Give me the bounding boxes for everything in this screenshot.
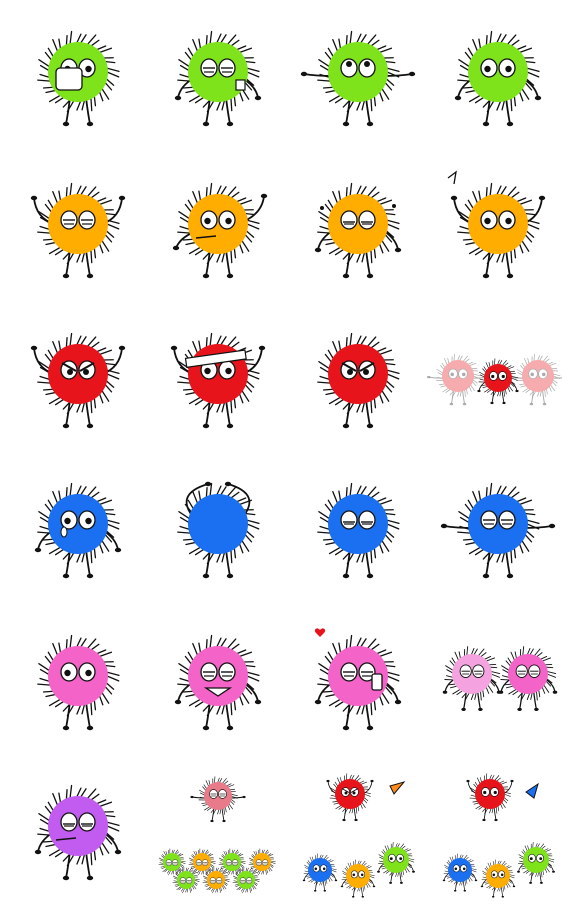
red-germ-group-fading-sticker[interactable]	[430, 306, 562, 456]
germ-character-icon	[290, 156, 430, 306]
germ-character-icon	[290, 306, 430, 456]
germ-character-icon	[430, 456, 562, 606]
germ-character-icon	[430, 4, 562, 154]
germ-team-cheering-sticker[interactable]	[430, 758, 562, 908]
germ-character-icon	[290, 4, 430, 154]
germ-character-icon	[430, 758, 562, 908]
purple-germ-coughing-sticker[interactable]	[10, 758, 150, 908]
green-germ-surprised-sticker[interactable]	[430, 4, 562, 154]
pink-germ-grumpy-sticker[interactable]	[150, 608, 290, 758]
germ-character-icon	[150, 156, 290, 306]
orange-germ-sweating-sticker[interactable]	[290, 156, 430, 306]
germ-character-icon	[150, 306, 290, 456]
pink-germ-pair-blushing-sticker[interactable]	[430, 608, 562, 758]
germ-character-icon	[430, 156, 562, 306]
germ-character-icon	[290, 758, 430, 908]
germ-character-icon	[150, 4, 290, 154]
germ-character-icon	[10, 456, 150, 606]
germ-character-icon	[150, 758, 290, 908]
germ-character-icon	[10, 156, 150, 306]
red-germ-angry-flexing-sticker[interactable]	[10, 306, 150, 456]
red-germ-with-headband-sticker[interactable]	[150, 306, 290, 456]
germ-character-icon	[10, 4, 150, 154]
germ-character-icon	[150, 456, 290, 606]
germ-character-icon	[290, 456, 430, 606]
orange-germ-arms-raised-sticker[interactable]	[10, 156, 150, 306]
blue-germ-back-turned-sticker[interactable]	[150, 456, 290, 606]
germ-party-crowd-sticker[interactable]	[150, 758, 290, 908]
green-germ-looking-up-sticker[interactable]	[290, 4, 430, 154]
germ-character-icon	[150, 608, 290, 758]
germ-character-icon	[290, 608, 430, 758]
germ-team-with-flag-sticker[interactable]	[290, 758, 430, 908]
blue-germ-shaking-sticker[interactable]	[430, 456, 562, 606]
orange-germ-waving-sticker[interactable]	[150, 156, 290, 306]
green-germ-wearing-mask-sticker[interactable]	[10, 4, 150, 154]
germ-character-icon	[430, 608, 562, 758]
germ-character-icon	[10, 608, 150, 758]
blue-germ-crying-sticker[interactable]	[10, 456, 150, 606]
blue-germ-worried-sticker[interactable]	[290, 456, 430, 606]
germ-character-icon	[10, 758, 150, 908]
red-germ-fists-up-sticker[interactable]	[290, 306, 430, 456]
germ-character-icon	[10, 306, 150, 456]
pink-germ-thinking-sticker[interactable]	[10, 608, 150, 758]
green-germ-sleepy-with-cup-sticker[interactable]	[150, 4, 290, 154]
orange-germ-with-flag-sticker[interactable]	[430, 156, 562, 306]
pink-germ-with-phone-sticker[interactable]	[290, 608, 430, 758]
germ-character-icon	[430, 306, 562, 456]
